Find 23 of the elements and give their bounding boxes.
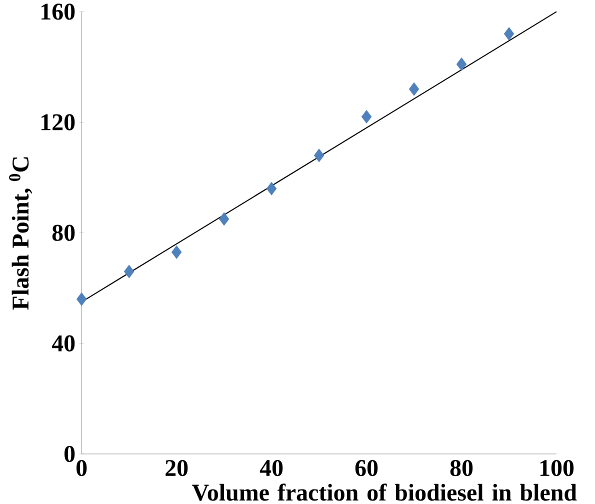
point bbox=[361, 110, 372, 124]
point bbox=[76, 292, 87, 306]
y-tick-label: 0 bbox=[64, 446, 75, 462]
point bbox=[408, 82, 420, 96]
y-axis-title: Flash Point, $^{0}$C bbox=[9, 157, 32, 310]
point bbox=[456, 57, 467, 71]
x-tick-label: 100 bbox=[540, 460, 574, 476]
y-tick-label: 120 bbox=[42, 114, 75, 130]
x-tick-label: 60 bbox=[355, 460, 378, 476]
point bbox=[504, 26, 514, 40]
x-axis-title: Volume fraction of biodiesel in blend bbox=[192, 483, 577, 501]
point bbox=[171, 245, 182, 259]
x-tick-label: 0 bbox=[76, 460, 87, 476]
point bbox=[124, 264, 134, 278]
x-tick-label: 20 bbox=[166, 460, 188, 476]
y-tick-label: 160 bbox=[42, 3, 75, 20]
y-tick-label: 80 bbox=[52, 224, 75, 241]
x-tick-label: 80 bbox=[450, 460, 473, 476]
point bbox=[314, 148, 324, 162]
x-tick-label: 40 bbox=[260, 460, 283, 476]
y-tick-label: 40 bbox=[52, 335, 75, 352]
point bbox=[218, 212, 230, 226]
point bbox=[266, 182, 277, 196]
